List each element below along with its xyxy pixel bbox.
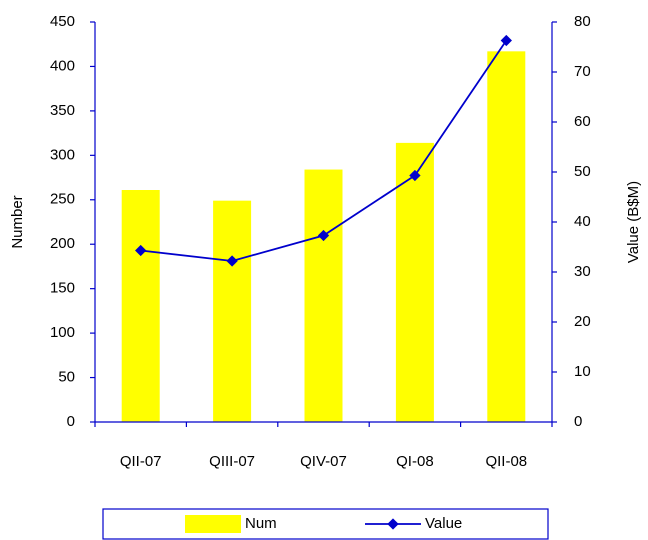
y2-tick-label: 40 xyxy=(574,213,591,230)
y2-tick-label: 10 xyxy=(574,363,591,380)
bar xyxy=(213,200,252,422)
marker xyxy=(135,244,147,257)
y2-tick-label: 70 xyxy=(574,63,591,80)
y2-tick-label: 20 xyxy=(574,313,591,330)
y2-axis-label: Value (B$M) xyxy=(625,181,642,263)
y-axis-label: Number xyxy=(9,195,26,248)
x-tick-label: QII-07 xyxy=(120,453,162,470)
marker xyxy=(409,169,421,182)
x-tick-label: QIV-07 xyxy=(300,453,347,470)
marker xyxy=(226,255,238,267)
legend-swatch xyxy=(387,518,399,530)
y2-tick-label: 80 xyxy=(574,13,591,30)
y2-tick-label: 30 xyxy=(574,263,591,280)
y-tick-label: 200 xyxy=(50,235,75,252)
bar xyxy=(121,190,160,422)
y-tick-label: 150 xyxy=(50,280,75,297)
y-tick-label: 50 xyxy=(58,369,75,386)
y-tick-label: 400 xyxy=(50,57,75,74)
y2-tick-label: 50 xyxy=(574,163,591,180)
y-tick-label: 450 xyxy=(50,13,75,30)
y-tick-label: 250 xyxy=(50,191,75,208)
x-tick-label: QII-08 xyxy=(485,453,527,470)
x-tick-label: QI-08 xyxy=(396,453,434,470)
y-tick-label: 350 xyxy=(50,102,75,119)
marker xyxy=(317,229,330,242)
bar xyxy=(487,51,526,422)
y-tick-label: 300 xyxy=(50,146,75,163)
y2-tick-label: 0 xyxy=(574,413,582,430)
legend-label: Num xyxy=(245,515,277,532)
legend-box xyxy=(102,508,549,540)
legend-swatch xyxy=(185,515,241,533)
y-tick-label: 0 xyxy=(67,413,75,430)
y2-tick-label: 60 xyxy=(574,113,591,130)
bar xyxy=(304,169,343,422)
legend-label: Value xyxy=(425,515,462,532)
marker xyxy=(500,34,512,47)
bar xyxy=(395,142,434,422)
x-tick-label: QIII-07 xyxy=(209,453,255,470)
y-tick-label: 100 xyxy=(50,324,75,341)
